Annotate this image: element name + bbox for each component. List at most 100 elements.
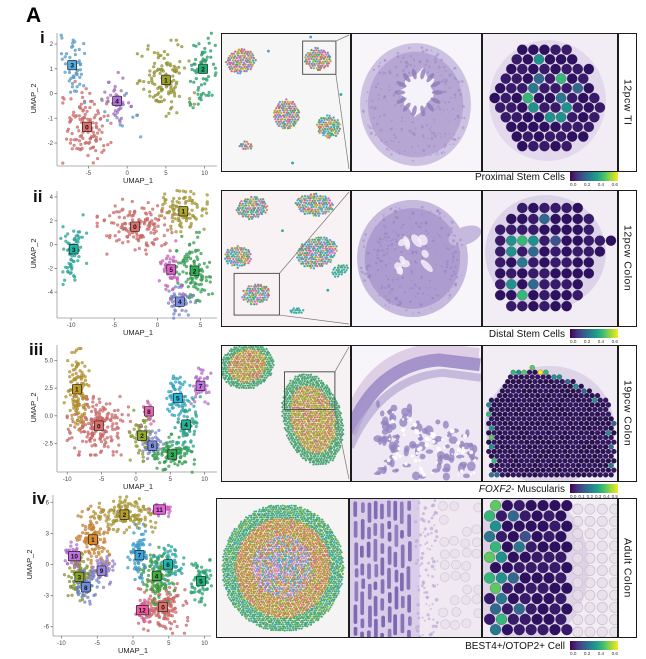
caption-text: BEST4+/OTOP2+ Cell (465, 641, 565, 652)
colorbar-iv: 0.0 0.2 0.4 0.6 (570, 641, 618, 656)
caption-text: FOXF2- Muscularis (478, 484, 565, 495)
row-numeral-ii: ii (33, 187, 43, 206)
histology-panel-iv (349, 498, 482, 638)
colorbar-tick: 0.5 (611, 494, 618, 499)
spatial-plot-ii (222, 191, 350, 326)
row-numeral-i: i (40, 28, 45, 47)
umap-plot-iii: -10 -5 0 5 10 5.0 2.5 0.0 -2.5 UMAP_1 UMAP_2 0 1 2 3 4 5… (29, 345, 217, 491)
sample-label: 12pcw Colon (621, 225, 634, 292)
colorbar-tick: 0.2 (586, 494, 594, 499)
svg-text:2: 2 (201, 66, 205, 73)
svg-text:-5: -5 (112, 323, 118, 329)
spatial-panel-iv (216, 498, 349, 638)
histology-image-iii (352, 346, 481, 481)
colorbar-tick: 0.6 (611, 651, 618, 656)
colorbar-tick: 0.2 (583, 339, 591, 344)
svg-text:-2: -2 (48, 141, 54, 147)
svg-text:1: 1 (182, 209, 186, 216)
svg-text:0: 0 (134, 477, 138, 483)
svg-text:0: 0 (133, 224, 137, 231)
svg-text:4: 4 (184, 422, 188, 429)
spatial-plot-i (222, 34, 350, 171)
svg-text:-5: -5 (99, 477, 105, 483)
sample-label: 12pcw TI (621, 79, 634, 126)
svg-text:-1: -1 (48, 116, 54, 122)
svg-text:0: 0 (50, 243, 54, 249)
row-numeral-iv: iv (32, 489, 47, 508)
svg-text:UMAP_1: UMAP_1 (123, 482, 153, 491)
colorbar-tick: 0.1 (578, 494, 585, 499)
colorbar-tick: 0.6 (611, 339, 618, 344)
svg-text:0: 0 (125, 171, 129, 177)
colorbar-ticks: 0.0 0.2 0.4 0.6 (570, 339, 618, 344)
svg-text:-10: -10 (63, 477, 72, 483)
colorbar-gradient (570, 172, 618, 181)
svg-text:10: 10 (201, 171, 208, 177)
svg-text:3: 3 (171, 452, 175, 459)
svg-text:UMAP_2: UMAP_2 (29, 392, 38, 422)
svg-text:2: 2 (140, 433, 144, 440)
svg-text:5: 5 (164, 171, 168, 177)
svg-text:5: 5 (199, 323, 203, 329)
colorbar-ticks: 0.0 0.1 0.2 0.3 0.4 0.5 (570, 494, 618, 499)
umap-plot-ii: -10 -5 0 5 4 2 0 -2 -4 UMAP_1 UMAP_2 0 1 2 3 4 5 (29, 188, 217, 337)
feature-panel-iv (482, 498, 618, 638)
svg-text:UMAP_2: UMAP_2 (29, 238, 38, 268)
colorbar-iii: 0.0 0.1 0.2 0.3 0.4 0.5 (570, 484, 618, 499)
svg-text:-2: -2 (48, 266, 54, 272)
svg-text:4: 4 (115, 98, 119, 105)
svg-text:5: 5 (169, 477, 173, 483)
colorbar-tick: 0.4 (597, 339, 605, 344)
colorbar-tick: 0.4 (597, 651, 605, 656)
svg-text:2: 2 (193, 268, 197, 275)
svg-text:0: 0 (156, 323, 160, 329)
colorbar-ticks: 0.0 0.2 0.4 0.6 (570, 651, 618, 656)
histology-panel-iii (351, 345, 482, 482)
svg-text:-10: -10 (67, 323, 76, 329)
caption-text: Proximal Stem Cells (474, 172, 565, 183)
colorbar-tick: 0.0 (570, 182, 577, 187)
svg-text:3: 3 (70, 63, 74, 70)
colorbar-gradient (570, 641, 618, 650)
svg-text:1: 1 (75, 387, 79, 394)
svg-text:UMAP_1: UMAP_1 (123, 176, 153, 185)
svg-text:1: 1 (50, 67, 54, 73)
histology-image-ii (352, 191, 481, 326)
sample-label-strip-ii: 12pcw Colon (618, 190, 637, 327)
spatial-plot-iii (222, 346, 350, 481)
svg-text:0: 0 (50, 92, 54, 98)
colorbar-tick: 0.0 (570, 494, 577, 499)
histology-image-iv (350, 499, 481, 637)
spatial-panel-ii (221, 190, 351, 327)
spatial-plot-iv (217, 499, 348, 637)
histology-panel-i (351, 33, 482, 172)
svg-text:0: 0 (85, 124, 89, 131)
svg-text:8: 8 (147, 409, 151, 416)
colorbar-tick: 0.2 (583, 651, 591, 656)
feature-caption-i: Proximal Stem Cells 0.0 0.2 0.4 0.6 (475, 172, 618, 190)
colorbar-tick: 0.0 (570, 651, 577, 656)
sample-label-strip-iv: Adult Colon (618, 498, 637, 638)
svg-text:1: 1 (164, 77, 168, 84)
svg-text:0: 0 (97, 423, 101, 430)
colorbar-gradient (570, 484, 618, 493)
spatial-panel-i (221, 33, 351, 172)
feature-panel-ii (482, 190, 618, 327)
sample-label-strip-i: 12pcw TI (618, 33, 637, 172)
feature-map-iv (483, 499, 617, 637)
colorbar-tick: 0.4 (603, 494, 610, 499)
svg-text:-2.5: -2.5 (43, 441, 54, 447)
histology-panel-ii (351, 190, 482, 327)
svg-text:5: 5 (169, 267, 173, 274)
sample-label: 19pcw Colon (621, 380, 634, 447)
svg-text:2: 2 (50, 219, 54, 225)
feature-panel-iii (482, 345, 618, 482)
svg-text:UMAP_1: UMAP_1 (123, 328, 153, 337)
svg-text:2: 2 (50, 42, 54, 48)
colorbar-tick: 0.0 (570, 339, 577, 344)
figure-letter: A (26, 4, 42, 27)
colorbar-tick: 0.4 (597, 182, 605, 187)
